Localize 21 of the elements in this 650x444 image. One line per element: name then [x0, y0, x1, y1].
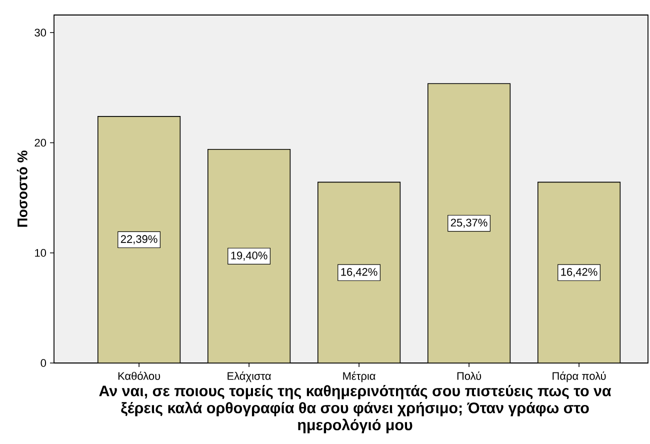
x-tick-label: Μέτρια	[343, 372, 376, 382]
data-label: 19,40%	[231, 252, 268, 261]
y-tick-label: 0	[40, 359, 46, 367]
bar	[427, 83, 511, 363]
y-tick-label: 10	[35, 248, 46, 257]
data-label: 16,42%	[341, 268, 378, 278]
x-tick-label: Καθόλου	[118, 372, 160, 380]
y-tick-label: 30	[34, 28, 46, 37]
data-label: 16,42%	[561, 268, 598, 278]
x-tick-label: Πάρα πολύ	[552, 372, 606, 382]
x-axis-title: Αν ναι, σε ποιους τομείς της καθημερινότητάς σου πιστεύεις πως το να ξέρεις καλά ορθογραφία θα σου φάνει χρήσιμο; Όταν γράφω στο ημερολόγιό μου	[99, 384, 612, 434]
data-label: 25,37%	[450, 218, 488, 228]
y-axis-title: Ποσοστό %	[16, 150, 28, 227]
bar	[207, 148, 291, 363]
x-tick-label: Ελάχιστα	[228, 372, 272, 382]
bar	[97, 116, 181, 363]
bar	[318, 182, 400, 363]
y-tick-label: 20	[34, 138, 46, 147]
bar	[537, 182, 621, 363]
x-tick-label: Πολύ	[457, 372, 482, 380]
data-label: 22,39%	[120, 235, 158, 244]
